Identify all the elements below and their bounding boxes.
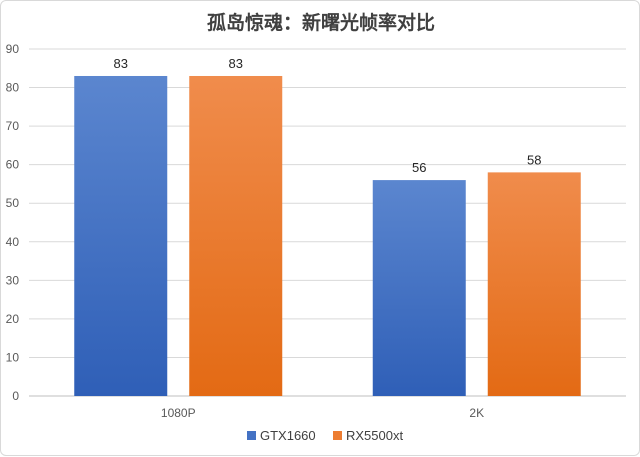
y-tick-label: 80 <box>6 81 20 95</box>
x-tick-label: 2K <box>469 406 484 420</box>
data-label: 56 <box>412 160 426 175</box>
chart-title: 孤岛惊魂：新曙光帧率对比 <box>207 11 435 34</box>
y-tick-label: 0 <box>12 389 19 403</box>
y-tick-label: 10 <box>6 350 20 364</box>
y-tick-label: 30 <box>6 273 20 287</box>
y-tick-label: 20 <box>6 312 20 326</box>
bar-rx5500xt-2k <box>487 172 581 396</box>
legend: GTX1660 RX5500xt <box>247 428 403 443</box>
y-tick-label: 50 <box>6 196 20 210</box>
legend-label: RX5500xt <box>346 428 403 443</box>
legend-swatch <box>247 431 256 440</box>
data-labels: 83 83 56 58 <box>114 56 542 175</box>
bar-rx5500xt-1080p <box>189 75 283 396</box>
bar-gtx1660-1080p <box>74 75 168 396</box>
y-tick-label: 70 <box>6 119 20 133</box>
legend-swatch <box>333 431 342 440</box>
y-tick-label: 40 <box>6 235 20 249</box>
data-label: 83 <box>229 56 243 71</box>
data-label: 58 <box>527 152 541 167</box>
y-tick-label: 60 <box>6 158 20 172</box>
legend-label: GTX1660 <box>260 428 316 443</box>
x-tick-label: 1080P <box>161 406 196 420</box>
y-tick-label: 90 <box>6 42 20 56</box>
bar-gtx1660-2k <box>372 180 466 396</box>
y-axis: 0 10 20 30 40 50 60 70 80 90 <box>6 42 20 403</box>
bars <box>74 75 581 396</box>
data-label: 83 <box>114 56 128 71</box>
x-axis: 1080P 2K <box>161 406 484 420</box>
